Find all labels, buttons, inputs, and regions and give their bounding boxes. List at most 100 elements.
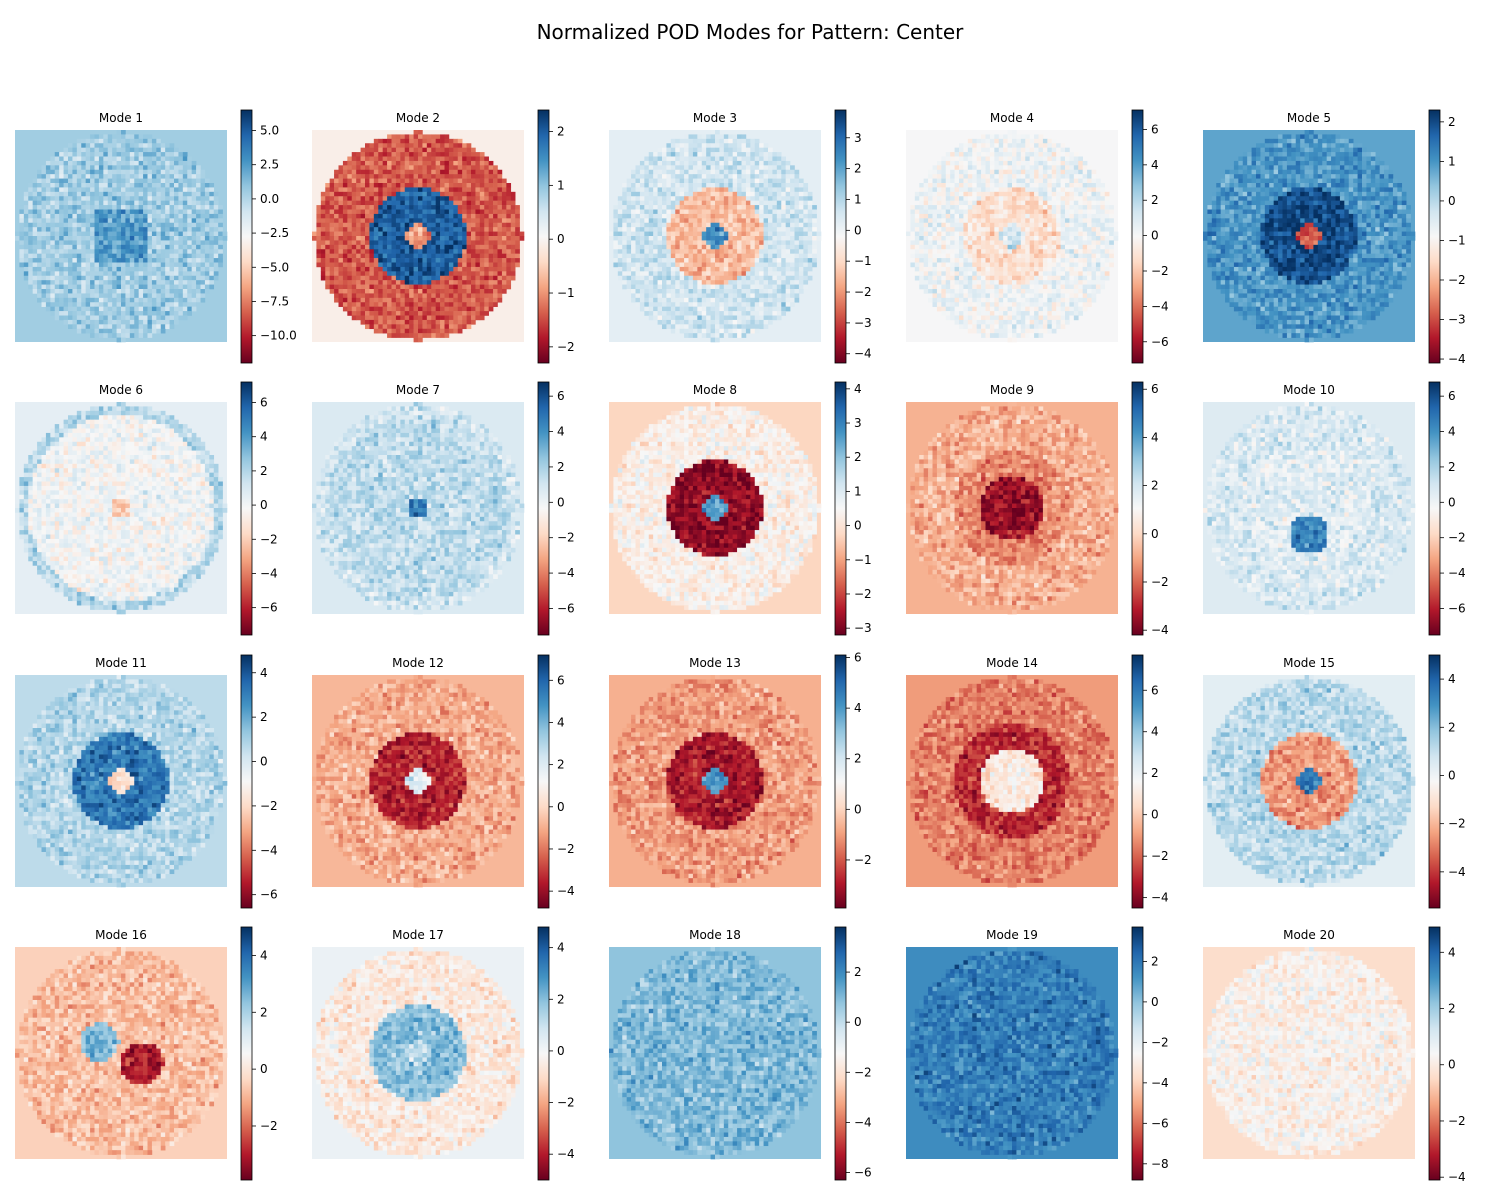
heatmap-cell bbox=[489, 187, 494, 192]
heatmap-cell bbox=[50, 192, 55, 197]
heatmap-cell bbox=[436, 280, 441, 285]
heatmap-cell bbox=[365, 174, 370, 179]
heatmap-cell bbox=[746, 240, 751, 245]
heatmap-cell bbox=[484, 280, 489, 285]
heatmap-cell bbox=[405, 311, 410, 316]
heatmap-cell bbox=[653, 152, 658, 157]
heatmap-cell bbox=[68, 285, 73, 290]
heatmap-cell bbox=[436, 333, 441, 338]
heatmap-cell bbox=[462, 280, 467, 285]
heatmap-cell bbox=[108, 152, 113, 157]
heatmap-cell bbox=[697, 258, 702, 263]
heatmap-cell bbox=[733, 210, 738, 215]
heatmap-cell bbox=[409, 174, 414, 179]
heatmap-cell bbox=[64, 271, 69, 276]
heatmap-cell bbox=[689, 232, 694, 237]
heatmap-cell bbox=[462, 170, 467, 175]
heatmap-cell bbox=[689, 196, 694, 201]
heatmap-cell bbox=[671, 165, 676, 170]
heatmap-cell bbox=[369, 298, 374, 303]
heatmap-cell bbox=[201, 183, 206, 188]
heatmap-cell bbox=[750, 267, 755, 272]
heatmap-cell bbox=[55, 192, 60, 197]
heatmap-cell bbox=[795, 218, 800, 223]
heatmap-cell bbox=[467, 254, 472, 259]
heatmap-cell bbox=[77, 311, 82, 316]
heatmap-cell bbox=[178, 307, 183, 312]
heatmap-cell bbox=[649, 201, 654, 206]
heatmap-cell bbox=[139, 307, 144, 312]
heatmap-cell bbox=[374, 210, 379, 215]
heatmap-cell bbox=[134, 148, 139, 153]
heatmap-cell bbox=[130, 285, 135, 290]
heatmap-cell bbox=[183, 183, 188, 188]
heatmap-cell bbox=[356, 170, 361, 175]
heatmap-cell bbox=[218, 263, 223, 268]
heatmap-cell bbox=[662, 161, 667, 166]
heatmap-cell bbox=[431, 157, 436, 162]
heatmap-cell bbox=[361, 227, 366, 232]
heatmap-cell bbox=[680, 285, 685, 290]
heatmap-cell bbox=[666, 267, 671, 272]
heatmap-cell bbox=[680, 152, 685, 157]
heatmap-cell bbox=[192, 276, 197, 281]
heatmap-cell bbox=[436, 320, 441, 325]
heatmap-cell bbox=[148, 316, 153, 321]
heatmap-cell bbox=[750, 276, 755, 281]
heatmap-cell bbox=[90, 210, 95, 215]
heatmap-cell bbox=[795, 223, 800, 228]
heatmap-cell bbox=[418, 174, 423, 179]
heatmap-cell bbox=[165, 324, 170, 329]
heatmap-cell bbox=[640, 236, 645, 241]
heatmap-cell bbox=[449, 210, 454, 215]
heatmap-cell bbox=[383, 276, 388, 281]
heatmap-cell bbox=[693, 196, 698, 201]
heatmap-cell bbox=[356, 307, 361, 312]
heatmap-cell bbox=[143, 258, 148, 263]
heatmap-cell bbox=[369, 227, 374, 232]
heatmap-cell bbox=[156, 254, 161, 259]
heatmap-cell bbox=[697, 210, 702, 215]
heatmap-cell bbox=[24, 214, 29, 219]
heatmap-cell bbox=[436, 165, 441, 170]
heatmap-cell bbox=[715, 240, 720, 245]
heatmap-cell bbox=[174, 240, 179, 245]
heatmap-cell bbox=[506, 183, 511, 188]
heatmap-cell bbox=[378, 227, 383, 232]
heatmap-cell bbox=[484, 179, 489, 184]
heatmap-cell bbox=[103, 170, 108, 175]
heatmap-cell bbox=[689, 187, 694, 192]
heatmap-cell bbox=[165, 161, 170, 166]
heatmap-cell bbox=[675, 183, 680, 188]
heatmap-cell bbox=[680, 205, 685, 210]
heatmap-cell bbox=[445, 324, 450, 329]
heatmap-cell bbox=[170, 245, 175, 250]
heatmap-cell bbox=[445, 289, 450, 294]
heatmap-cell bbox=[742, 170, 747, 175]
heatmap-cell bbox=[396, 263, 401, 268]
heatmap-cell bbox=[356, 165, 361, 170]
heatmap-cell bbox=[799, 205, 804, 210]
heatmap-cell bbox=[511, 236, 516, 241]
heatmap-cell bbox=[33, 258, 38, 263]
heatmap-cell bbox=[409, 161, 414, 166]
heatmap-cell bbox=[201, 205, 206, 210]
heatmap-cell bbox=[781, 236, 786, 241]
heatmap-cell bbox=[130, 218, 135, 223]
heatmap-cell bbox=[636, 271, 641, 276]
heatmap-cell bbox=[112, 311, 117, 316]
heatmap-cell bbox=[480, 192, 485, 197]
heatmap-cell bbox=[55, 227, 60, 232]
heatmap-cell bbox=[440, 289, 445, 294]
heatmap-cell bbox=[786, 165, 791, 170]
heatmap-cell bbox=[37, 276, 42, 281]
heatmap-cell bbox=[671, 139, 676, 144]
heatmap-cell bbox=[480, 187, 485, 192]
heatmap-cell bbox=[458, 170, 463, 175]
heatmap-cell bbox=[77, 280, 82, 285]
heatmap-cell bbox=[515, 240, 520, 245]
heatmap-cell bbox=[803, 232, 808, 237]
heatmap-cell bbox=[139, 329, 144, 334]
heatmap-cell bbox=[218, 210, 223, 215]
heatmap-cell bbox=[396, 307, 401, 312]
